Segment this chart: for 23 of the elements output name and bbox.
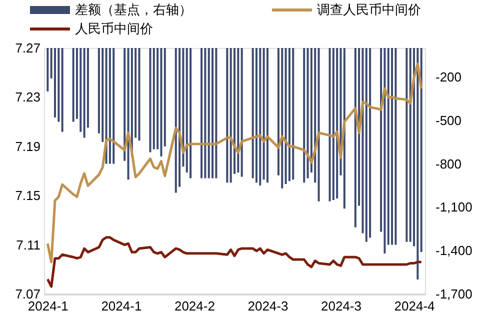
x-tick-label: 2024-1 xyxy=(101,298,142,314)
x-tick-label: 2024-3 xyxy=(321,298,362,314)
y-tick-label: 7.15 xyxy=(15,188,40,204)
y2-tick-label: -500 xyxy=(436,112,462,128)
y-tick-label: 7.23 xyxy=(15,90,40,105)
y2-tick-label: -800 xyxy=(436,156,462,172)
x-tick-label: 2024-2 xyxy=(174,298,215,314)
legend-label: 差额（基点，右轴） xyxy=(75,2,192,17)
x-tick-label: 2024-1 xyxy=(28,298,68,314)
y-tick-label: 7.07 xyxy=(15,286,40,302)
x-tick-label: 2024-4 xyxy=(394,298,435,314)
x-tick-label: 2024-3 xyxy=(248,298,288,314)
y2-tick-label: -1,700 xyxy=(436,286,472,302)
y2-tick-label: -1,400 xyxy=(436,243,472,258)
line-series xyxy=(46,236,423,288)
legend-label: 调查人民币中间价 xyxy=(317,2,421,17)
line-series xyxy=(46,62,423,264)
legend-label: 人民币中间价 xyxy=(75,21,153,36)
y-tick-label: 7.19 xyxy=(15,138,40,154)
y2-tick-label: -200 xyxy=(436,69,462,84)
y2-tick-label: -1,100 xyxy=(436,200,472,215)
y-tick-label: 7.11 xyxy=(16,237,40,252)
y-tick-label: 7.27 xyxy=(15,40,40,56)
